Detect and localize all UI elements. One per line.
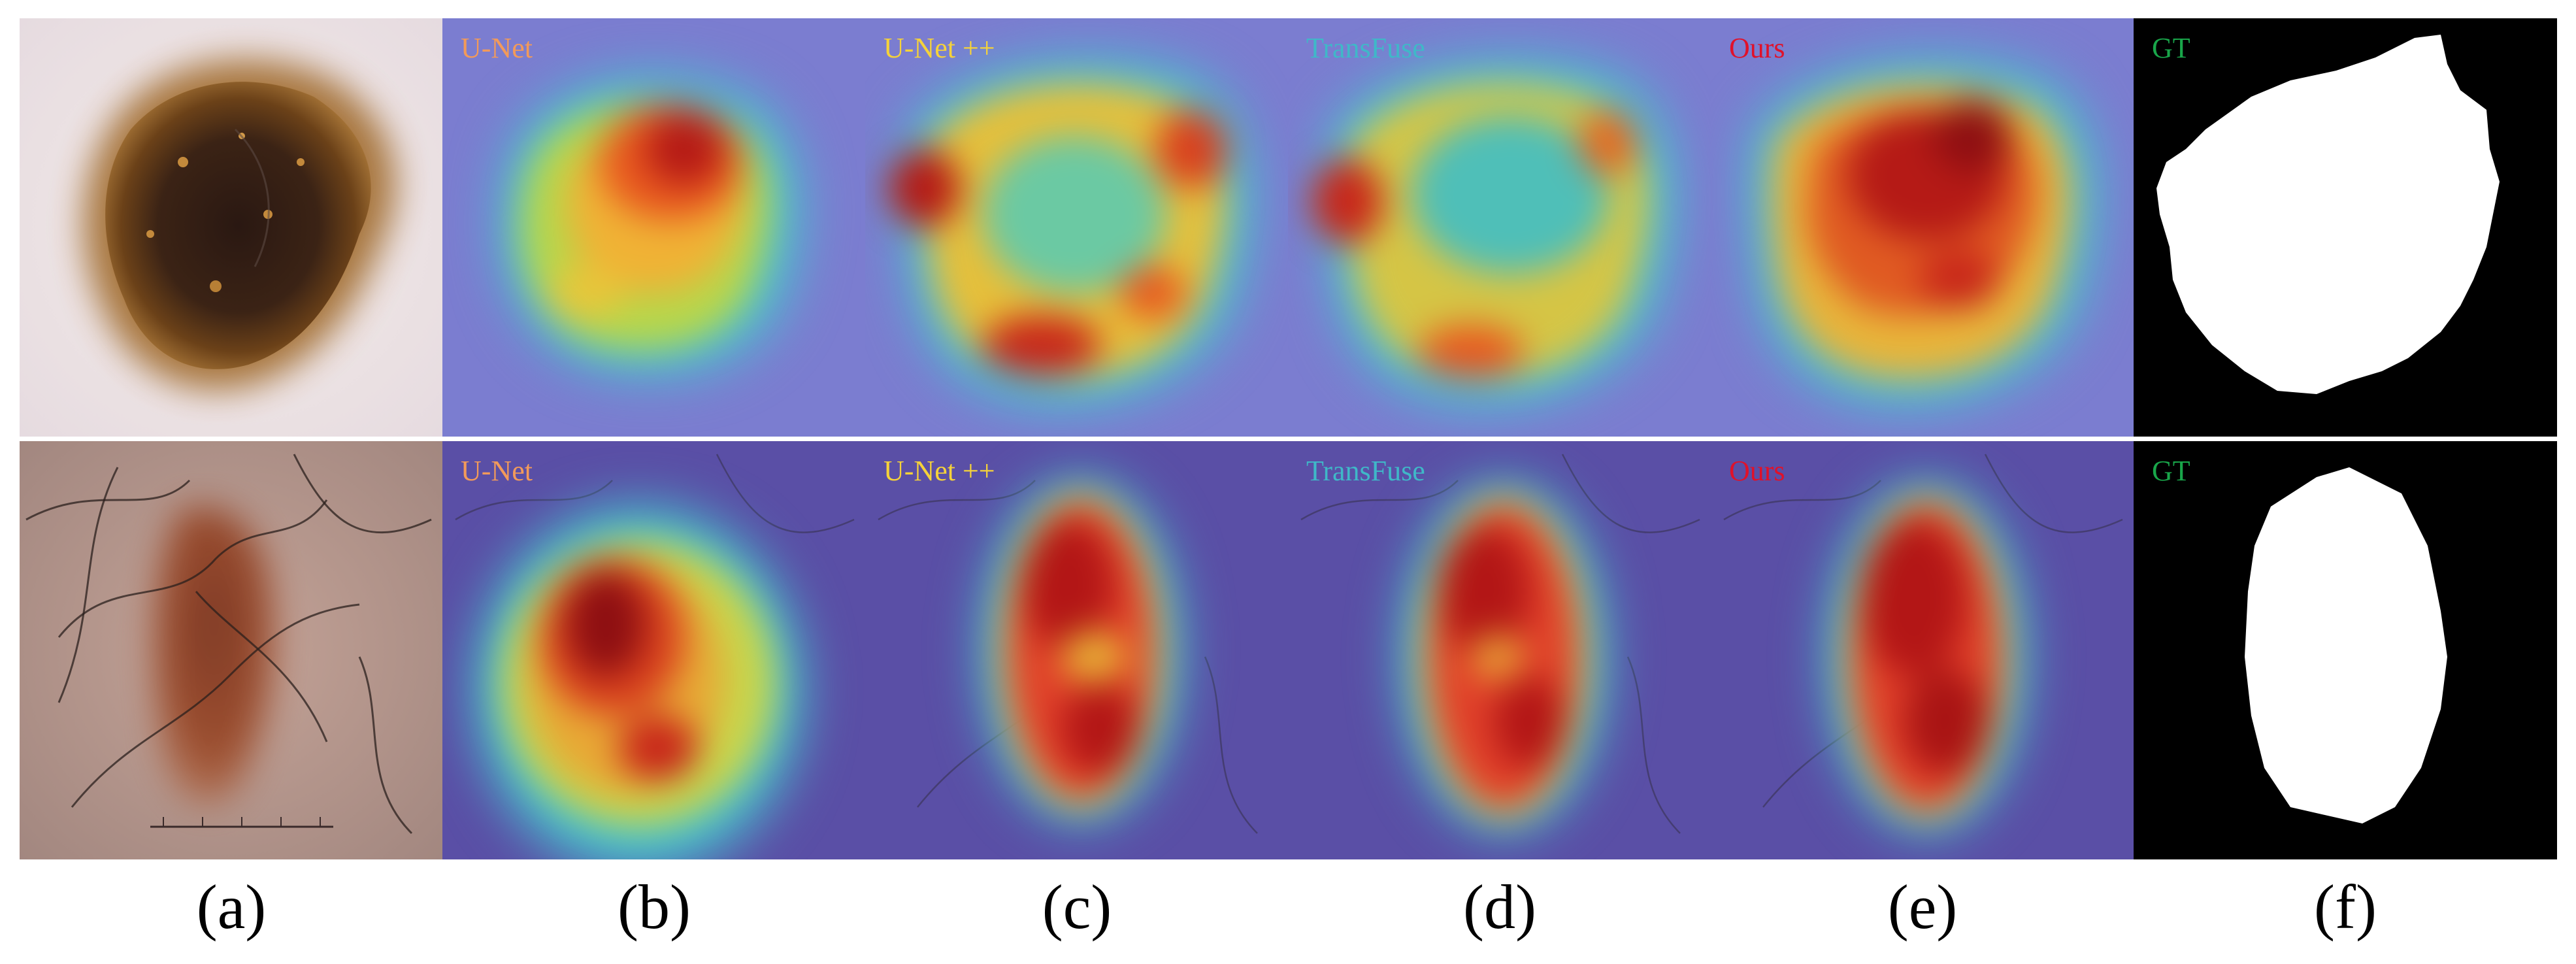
row1-input-image xyxy=(20,18,443,437)
column-caption-b: (b) xyxy=(618,872,691,942)
column-caption-a: (a) xyxy=(196,872,267,942)
method-label: Ours xyxy=(1729,455,1785,487)
column-caption-d: (d) xyxy=(1463,872,1536,942)
method-label: U-Net xyxy=(461,455,533,487)
column-caption-f: (f) xyxy=(2314,872,2377,942)
attention-heatmap: Ours xyxy=(1711,441,2134,859)
column-caption-c: (c) xyxy=(1042,872,1112,942)
attention-heatmap: U-Net xyxy=(442,18,866,437)
method-label: Ours xyxy=(1729,32,1785,64)
row2-unetpp-heatmap: U-Net ++ xyxy=(865,441,1289,859)
attention-heatmap: TransFuse xyxy=(1288,18,1711,437)
method-label: U-Net ++ xyxy=(883,455,995,487)
skin-lesion-photo xyxy=(20,18,443,437)
ground-truth-mask: GT xyxy=(2134,441,2557,859)
row1-unetpp-heatmap: U-Net ++ xyxy=(865,18,1289,437)
method-label: TransFuse xyxy=(1306,455,1425,487)
method-label: U-Net ++ xyxy=(883,32,995,64)
row2-ours-heatmap: Ours xyxy=(1711,441,2134,859)
skin-lesion-photo xyxy=(20,441,443,859)
attention-heatmap: U-Net ++ xyxy=(865,18,1289,437)
row2-input-image xyxy=(20,441,443,859)
row1-transfuse-heatmap: TransFuse xyxy=(1288,18,1711,437)
attention-heatmap: Ours xyxy=(1711,18,2134,437)
ground-truth-mask: GT xyxy=(2134,18,2557,437)
method-label: TransFuse xyxy=(1306,32,1425,64)
row1-ground-truth-mask: GT xyxy=(2134,18,2557,437)
method-label: GT xyxy=(2152,32,2190,64)
row1-unet-heatmap: U-Net xyxy=(442,18,866,437)
attention-heatmap: TransFuse xyxy=(1288,441,1711,859)
column-caption-e: (e) xyxy=(1887,872,1958,942)
attention-heatmap: U-Net xyxy=(442,441,866,859)
method-label: U-Net xyxy=(461,32,533,64)
row2-ground-truth-mask: GT xyxy=(2134,441,2557,859)
method-label: GT xyxy=(2152,455,2190,487)
row2-transfuse-heatmap: TransFuse xyxy=(1288,441,1711,859)
attention-heatmap: U-Net ++ xyxy=(865,441,1289,859)
row1-ours-heatmap: Ours xyxy=(1711,18,2134,437)
row2-unet-heatmap: U-Net xyxy=(442,441,866,859)
